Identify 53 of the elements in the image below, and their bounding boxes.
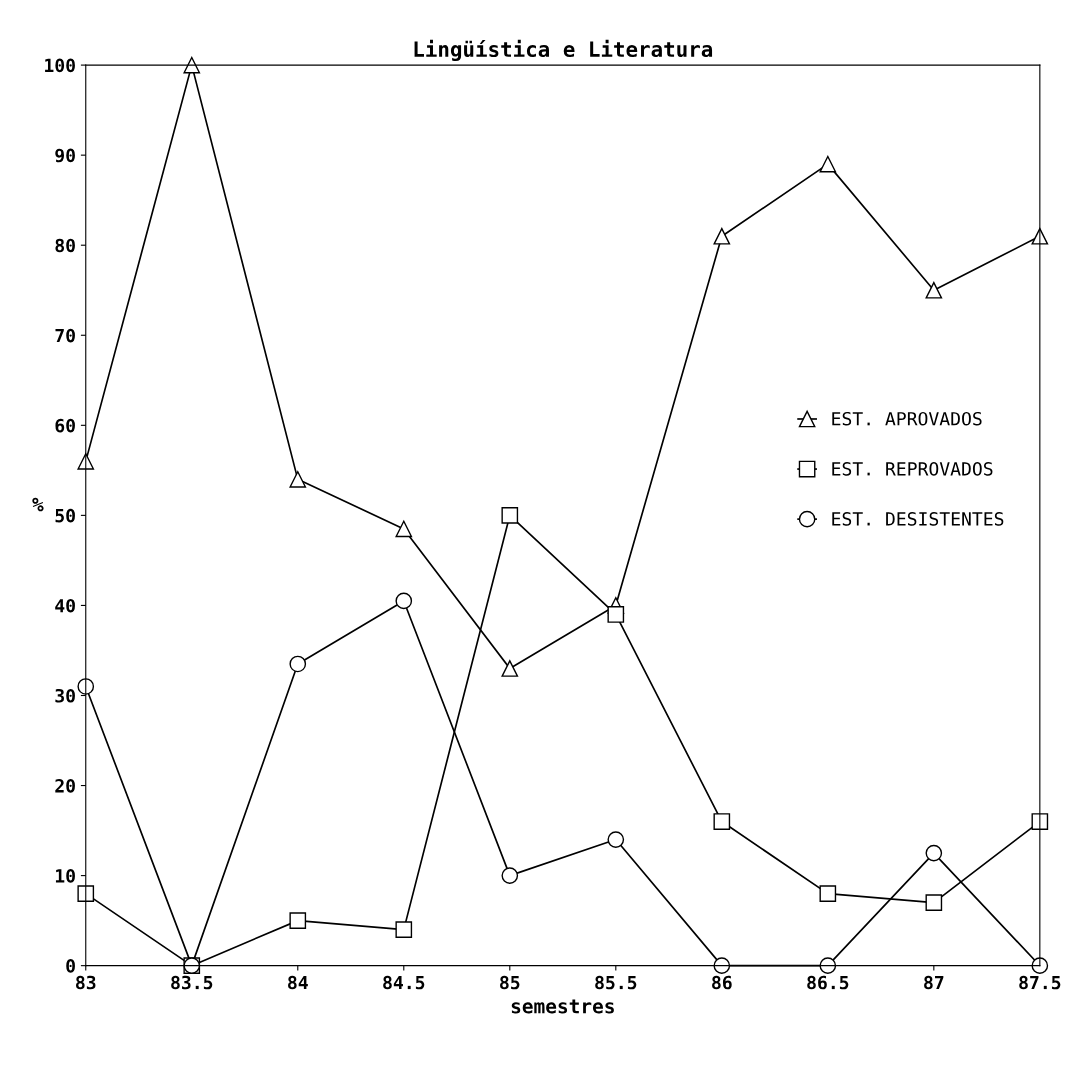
x-axis-title: semestres	[511, 999, 614, 1014]
y-tick-label: 50	[55, 508, 75, 523]
point	[501, 660, 519, 677]
y-tick-label: 90	[55, 148, 75, 163]
point	[819, 957, 837, 974]
y-tick-label: 60	[55, 418, 75, 433]
legend-label: EST. REPROVADOS	[832, 461, 993, 476]
point	[77, 885, 95, 902]
point	[77, 678, 95, 695]
point	[713, 813, 731, 830]
point	[1031, 227, 1049, 245]
point	[819, 155, 837, 173]
point	[289, 655, 307, 673]
point	[501, 867, 519, 884]
point	[925, 894, 943, 911]
legend-label: EST. DESISTENTES	[832, 512, 1004, 526]
y-tick-label: 80	[55, 238, 75, 253]
point	[289, 912, 307, 929]
x-tick-label: 84.5	[383, 975, 425, 990]
x-tick-label: 83	[76, 975, 96, 990]
point	[713, 227, 731, 245]
y-axis-title: %	[32, 497, 44, 512]
x-tick-label: 85	[500, 975, 520, 990]
y-tick-label: 30	[55, 688, 75, 703]
point	[395, 592, 413, 610]
point	[925, 281, 943, 299]
point	[1031, 813, 1049, 830]
x-tick-label: 84	[288, 975, 308, 990]
legend-label: EST. APROVADOS	[832, 411, 982, 426]
point	[819, 885, 837, 902]
y-tick-label: 0	[66, 959, 75, 973]
y-tick-label: 20	[55, 779, 75, 793]
x-tick-label: 83.5	[171, 975, 213, 990]
point	[395, 520, 413, 538]
y-tick-label: 100	[45, 58, 75, 73]
y-tick-label: 10	[55, 869, 75, 883]
point	[607, 606, 625, 623]
y-tick-label: 40	[55, 598, 75, 613]
x-tick-label: 87.5	[1019, 975, 1061, 990]
chart-title: Lingüística e Literatura	[414, 39, 713, 62]
point	[289, 471, 307, 488]
point	[501, 507, 519, 524]
x-tick-label: 87	[924, 975, 944, 990]
x-tick-label: 86.5	[807, 975, 849, 990]
point	[713, 957, 731, 974]
point	[77, 453, 95, 470]
point	[395, 921, 413, 938]
x-tick-label: 85.5	[595, 975, 637, 990]
x-tick-label: 86	[712, 975, 732, 990]
point	[925, 844, 943, 862]
point	[1031, 957, 1049, 974]
y-tick-label: 70	[55, 328, 75, 343]
point	[607, 831, 625, 848]
